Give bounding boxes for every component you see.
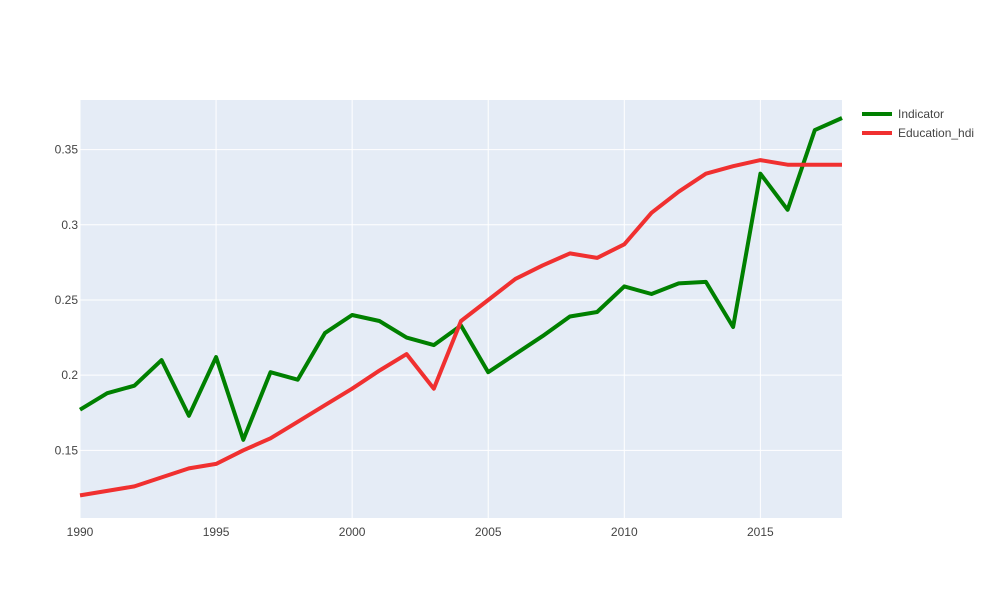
legend-label: Indicator <box>898 107 944 121</box>
y-tick-label: 0.15 <box>55 443 79 457</box>
y-tick-label: 0.3 <box>61 218 78 232</box>
x-tick-label: 1995 <box>203 525 230 539</box>
legend[interactable]: Indicator Education_hdi <box>862 107 974 140</box>
legend-item-indicator[interactable]: Indicator <box>862 107 944 121</box>
series-layer <box>78 116 843 498</box>
x-tick-label: 2005 <box>475 525 502 539</box>
series-line-education-hdi <box>79 158 842 498</box>
y-tick-label: 0.25 <box>55 293 79 307</box>
x-tick-label: 2000 <box>339 525 366 539</box>
x-tick-label: 2015 <box>747 525 774 539</box>
y-tick-label: 0.2 <box>61 368 78 382</box>
legend-label: Education_hdi <box>898 126 974 140</box>
y-tick-label: 0.35 <box>55 143 79 157</box>
legend-item-education-hdi[interactable]: Education_hdi <box>862 126 974 140</box>
x-tick-label: 1990 <box>67 525 94 539</box>
axis-layer: 1990 1995 2000 2005 2010 2015 0.15 0.2 0.25 0.3 0.… <box>55 143 774 539</box>
plot-background <box>80 100 842 518</box>
x-tick-label: 2010 <box>611 525 638 539</box>
